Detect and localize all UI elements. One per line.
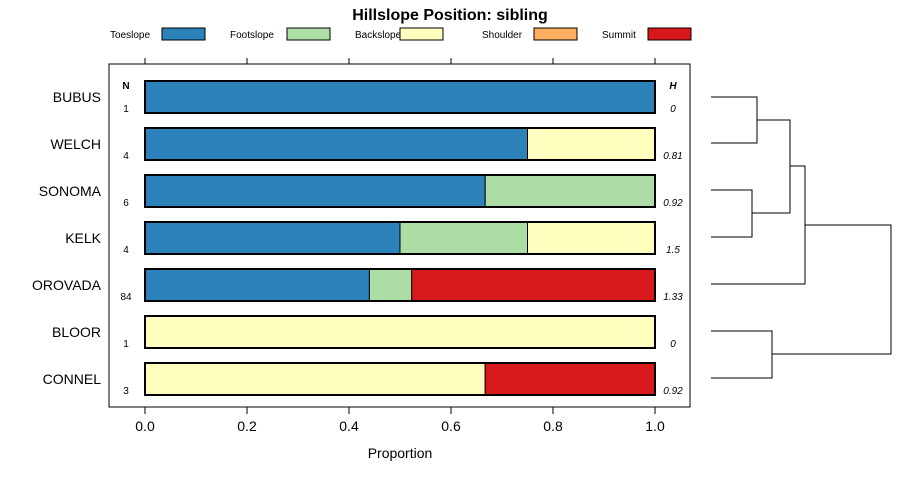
dendrogram-branch-1: [711, 189, 753, 238]
dendrogram-branch-5: [772, 224, 892, 355]
bar-outline-welch: [144, 127, 656, 161]
top-axis-ticks: [144, 58, 656, 64]
bar-kelk-backslope: [527, 221, 656, 255]
bar-outline-sonoma: [144, 174, 656, 208]
n-value-kelk: 4: [123, 245, 129, 256]
legend-swatch-shoulder: [533, 27, 578, 41]
bar-connel-summit: [484, 362, 656, 396]
bar-orovada-toeslope: [144, 268, 370, 302]
panel-frame: [108, 63, 691, 408]
h-value-kelk: 1.5: [666, 245, 680, 256]
bar-outline-bubus: [144, 80, 656, 114]
x-axis: 0.0 0.2 0.4 0.6 0.8 1.0: [135, 407, 665, 434]
h-value-bubus: 0: [670, 104, 676, 115]
legend-swatch-summit: [647, 27, 692, 41]
legend-swatch-backslope: [399, 27, 444, 41]
row-label-kelk: KELK: [65, 230, 101, 246]
row-label-bloor: BLOOR: [52, 324, 101, 340]
dendrogram: [711, 96, 892, 379]
n-value-bloor: 1: [123, 339, 129, 350]
dendrogram-branch-0: [711, 96, 758, 144]
h-value-connel: 0.92: [663, 386, 683, 397]
bar-kelk-toeslope: [144, 221, 401, 255]
legend-label-summit: Summit: [602, 30, 636, 41]
x-tick-label-0: 0.0: [135, 418, 155, 434]
dendrogram-branch-4: [711, 330, 773, 379]
bar-outline-orovada: [144, 268, 656, 302]
x-tick-label-1: 0.2: [237, 418, 257, 434]
bar-bubus-toeslope: [144, 80, 656, 114]
bar-orovada-footslope: [368, 268, 413, 302]
n-column-header: N: [122, 81, 129, 92]
h-column-header: H: [669, 81, 677, 92]
row-labels: BUBUS WELCH SONOMA KELK OROVADA BLOOR CONNEL: [32, 89, 102, 387]
dendrogram-branch-2: [752, 119, 791, 214]
legend-label-shoulder: Shoulder: [482, 30, 523, 41]
h-labels: 0 0.81 0.92 1.5 1.33 0 0.92: [663, 104, 683, 397]
dendrogram-branch-3: [711, 165, 806, 285]
bar-kelk-footslope: [399, 221, 528, 255]
x-tick-label-4: 0.8: [543, 418, 563, 434]
n-value-bubus: 1: [123, 104, 129, 115]
n-value-welch: 4: [123, 151, 129, 162]
row-label-orovada: OROVADA: [32, 277, 102, 293]
chart-title: Hillslope Position: sibling: [352, 7, 548, 24]
legend-label-footslope: Footslope: [230, 30, 274, 41]
bar-sonoma-footslope: [484, 174, 656, 208]
n-labels: 1 4 6 4 84 1 3: [120, 104, 132, 397]
x-tick-label-2: 0.4: [339, 418, 359, 434]
bar-sonoma-toeslope: [144, 174, 486, 208]
legend-swatch-footslope: [286, 27, 331, 41]
bar-bloor-backslope: [144, 315, 656, 349]
legend-label-backslope: Backslope: [355, 30, 402, 41]
n-value-orovada: 84: [120, 292, 132, 303]
n-value-sonoma: 6: [123, 198, 129, 209]
row-label-connel: CONNEL: [43, 371, 102, 387]
bar-outline-connel: [144, 362, 656, 396]
h-value-welch: 0.81: [663, 151, 682, 162]
row-label-sonoma: SONOMA: [39, 183, 102, 199]
bar-orovada-summit: [411, 268, 656, 302]
row-label-welch: WELCH: [50, 136, 101, 152]
legend-swatch-toeslope: [161, 27, 206, 41]
legend-label-toeslope: Toeslope: [110, 30, 150, 41]
bar-welch-toeslope: [144, 127, 528, 161]
legend: Toeslope Footslope Backslope Shoulder Summit: [110, 27, 692, 41]
h-value-orovada: 1.33: [663, 292, 683, 303]
bar-connel-backslope: [144, 362, 486, 396]
h-value-bloor: 0: [670, 339, 676, 350]
h-value-sonoma: 0.92: [663, 198, 683, 209]
n-value-connel: 3: [123, 386, 129, 397]
x-tick-label-3: 0.6: [441, 418, 461, 434]
x-axis-label: Proportion: [368, 445, 433, 461]
bar-outline-bloor: [144, 315, 656, 349]
row-label-bubus: BUBUS: [53, 89, 101, 105]
bars-group: [144, 80, 656, 396]
bar-outline-kelk: [144, 221, 656, 255]
bar-welch-backslope: [527, 127, 656, 161]
x-tick-label-5: 1.0: [645, 418, 665, 434]
